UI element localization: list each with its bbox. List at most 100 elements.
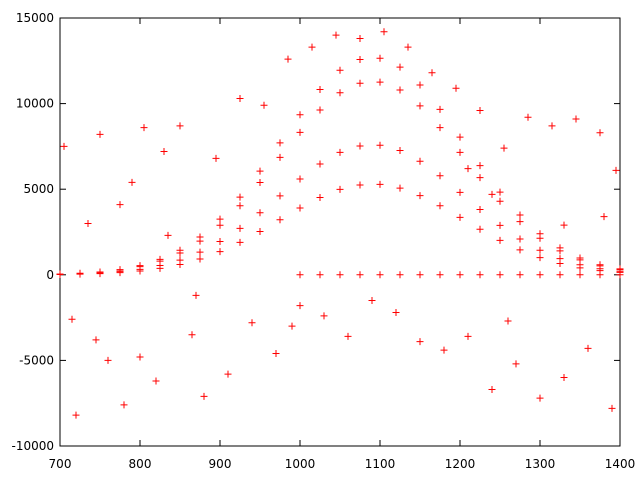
point [216,248,224,256]
point [556,271,564,279]
point [276,153,284,161]
point [476,106,484,114]
point [512,360,520,368]
point [332,31,340,39]
point [296,128,304,136]
point [556,247,564,255]
point [476,174,484,182]
point [548,122,556,130]
point [416,102,424,110]
point [356,79,364,87]
point [356,271,364,279]
point [296,302,304,310]
point [296,111,304,119]
point [596,271,604,279]
point [428,69,436,77]
point [188,331,196,339]
point [464,165,472,173]
point [316,193,324,201]
x-tick-label: 900 [209,457,232,471]
point [536,254,544,262]
point [560,374,568,382]
point [600,213,608,221]
point [496,271,504,279]
point [296,271,304,279]
point [476,225,484,233]
point [616,271,624,279]
point [464,332,472,340]
point [356,35,364,43]
point [316,106,324,114]
point [596,129,604,137]
point [576,271,584,279]
point [236,193,244,201]
point [256,179,264,187]
point [60,142,68,150]
point [236,94,244,102]
point [316,271,324,279]
point [84,219,92,227]
point [336,185,344,193]
point [416,157,424,165]
point [336,148,344,156]
point [536,271,544,279]
point [396,63,404,71]
point [456,133,464,141]
point [288,322,296,330]
point [284,55,292,63]
point [516,235,524,243]
point [248,319,256,327]
point [436,172,444,180]
point [376,78,384,86]
point [496,221,504,229]
point [296,204,304,212]
x-tick-label: 800 [129,457,152,471]
y-tick-label: 5000 [23,182,54,196]
point [196,237,204,245]
point [396,184,404,192]
point [416,338,424,346]
point [380,28,388,36]
point [176,249,184,257]
x-tick-label: 1100 [365,457,396,471]
point [396,86,404,94]
point [488,386,496,394]
point [156,264,164,272]
point [152,377,160,385]
point [524,113,532,121]
point [176,122,184,130]
point [516,211,524,219]
point [160,148,168,156]
point [336,89,344,97]
point [452,84,460,92]
point [212,154,220,162]
point [376,271,384,279]
point [236,202,244,210]
y-tick-label: 10000 [16,97,54,111]
point [476,205,484,213]
point [276,139,284,147]
point [436,202,444,210]
point [92,336,100,344]
point [136,267,144,275]
point [316,86,324,94]
x-tick-label: 1300 [525,457,556,471]
point [256,209,264,217]
point [196,248,204,256]
point [440,346,448,354]
point [236,224,244,232]
point [296,175,304,183]
point [196,255,204,263]
plot-frame [59,17,621,447]
point [76,270,84,278]
point [236,238,244,246]
point [120,401,128,409]
point [416,192,424,200]
y-tick-label: 0 [46,268,54,282]
point [612,166,620,174]
point [344,332,352,340]
point [276,192,284,200]
point [200,392,208,400]
point [496,197,504,205]
point [136,353,144,361]
